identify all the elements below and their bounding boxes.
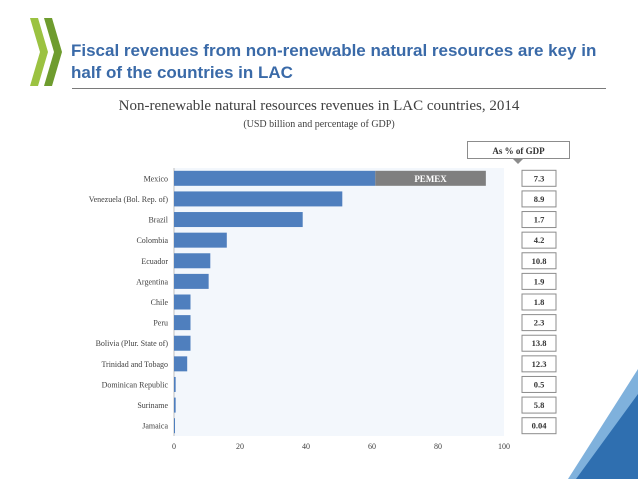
category-label: Jamaica — [142, 422, 168, 431]
revenue-bar — [174, 170, 376, 186]
gdp-share-value: 10.8 — [532, 256, 547, 266]
revenue-bar — [174, 253, 211, 269]
gdp-share-box — [521, 169, 557, 187]
x-tick-label: 60 — [368, 442, 376, 451]
category-label: Mexico — [144, 174, 168, 183]
gdp-share-value: 1.9 — [534, 276, 545, 286]
gdp-header-pointer — [512, 158, 524, 164]
gdp-share-value: 8.9 — [534, 194, 545, 204]
revenue-bar — [174, 356, 188, 372]
category-label: Brazil — [148, 216, 168, 225]
title-divider — [72, 88, 606, 89]
plot-area — [174, 168, 504, 436]
revenue-bar — [174, 376, 176, 392]
revenue-bar — [174, 191, 343, 207]
x-tick-label: 80 — [434, 442, 442, 451]
gdp-share-box — [521, 375, 557, 393]
category-label: Trinidad and Tobago — [101, 360, 168, 369]
gdp-share-value: 4.2 — [534, 235, 545, 245]
revenue-bar — [174, 418, 175, 434]
x-tick-label: 40 — [302, 442, 310, 451]
gdp-share-value: 1.8 — [534, 297, 545, 307]
category-label: Peru — [153, 319, 168, 328]
category-label: Argentina — [136, 277, 168, 286]
slide-title: Fiscal revenues from non-renewable natur… — [71, 41, 597, 82]
gdp-share-value: 13.8 — [532, 338, 547, 348]
gdp-share-value: 12.3 — [532, 359, 547, 369]
category-label: Suriname — [137, 401, 168, 410]
revenue-bar — [174, 397, 176, 413]
gdp-share-value: 2.3 — [534, 318, 545, 328]
revenue-bar — [174, 315, 191, 331]
revenue-bar — [174, 294, 191, 310]
category-label: Dominican Republic — [102, 380, 169, 389]
gdp-share-value: 1.7 — [534, 215, 545, 225]
chart-subtitle: (USD billion and percentage of GDP) — [243, 119, 395, 130]
x-tick-label: 20 — [236, 442, 244, 451]
gdp-share-box — [521, 190, 557, 208]
gdp-share-box — [521, 293, 557, 311]
gdp-share-value: 5.8 — [534, 400, 545, 410]
revenue-bar — [174, 232, 227, 248]
x-tick-label: 0 — [172, 442, 176, 451]
category-label: Ecuador — [141, 257, 168, 266]
category-label: Venezuela (Bol. Rep. of) — [89, 195, 169, 204]
corner-decoration — [568, 369, 638, 479]
category-label: Colombia — [136, 236, 168, 245]
revenue-bar — [174, 273, 209, 289]
gdp-share-box — [521, 334, 557, 352]
gdp-share-box — [521, 211, 557, 229]
gdp-share-box — [521, 272, 557, 290]
chart-title: Non-renewable natural resources revenues… — [118, 98, 520, 114]
category-label: Bolivia (Plur. State of) — [96, 339, 169, 348]
revenue-bar — [174, 212, 303, 228]
pemex-label: PEMEX — [414, 174, 447, 184]
pemex-segment — [375, 170, 486, 186]
gdp-share-value: 0.5 — [534, 379, 545, 389]
revenue-bar — [174, 335, 191, 351]
gdp-share-box — [521, 355, 557, 373]
category-label: Chile — [151, 298, 169, 307]
oecd-logo-icon — [30, 18, 62, 86]
gdp-share-box — [521, 314, 557, 332]
x-tick-label: 100 — [498, 442, 510, 451]
gdp-share-box — [521, 252, 557, 270]
gdp-share-box — [521, 417, 557, 435]
gdp-share-box — [521, 396, 557, 414]
gdp-share-value: 7.3 — [534, 173, 545, 183]
gdp-share-value: 0.04 — [532, 421, 548, 431]
gdp-share-box — [521, 231, 557, 249]
